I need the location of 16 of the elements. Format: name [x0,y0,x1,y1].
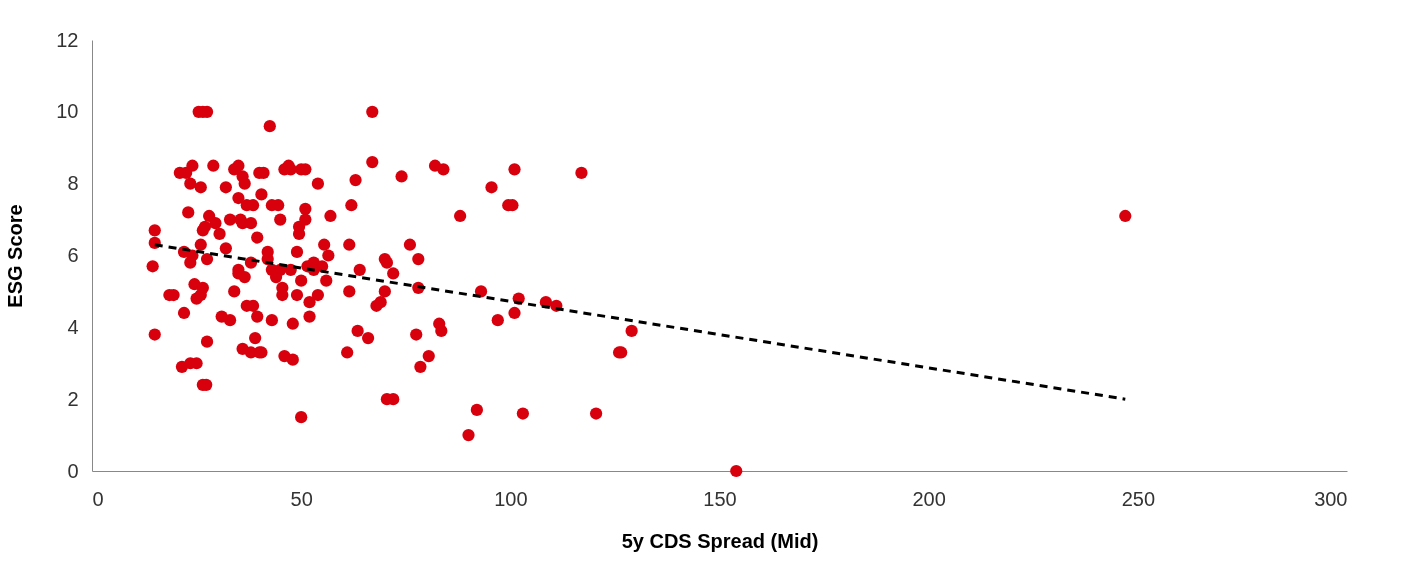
y-axis-title: ESG Score [4,204,27,308]
y-tick-label: 10 [56,100,79,123]
y-tick-label: 12 [56,28,79,51]
x-tick-label: 100 [494,487,528,510]
x-tick-label: 300 [1314,487,1348,510]
x-tick-label: 250 [1121,487,1156,510]
x-tick-label: 200 [912,487,946,510]
y-tick-label: 2 [67,387,79,410]
x-tick-label: 50 [290,487,313,510]
y-tick-label: 4 [67,315,79,338]
y-tick-label: 8 [67,172,79,195]
y-tick-label: 0 [67,459,79,482]
x-tick-label: 150 [703,487,737,510]
y-tick-label: 6 [67,244,79,266]
x-axis-title: 5y CDS Spread (Mid) [621,529,819,552]
x-tick-label: 0 [92,487,104,510]
